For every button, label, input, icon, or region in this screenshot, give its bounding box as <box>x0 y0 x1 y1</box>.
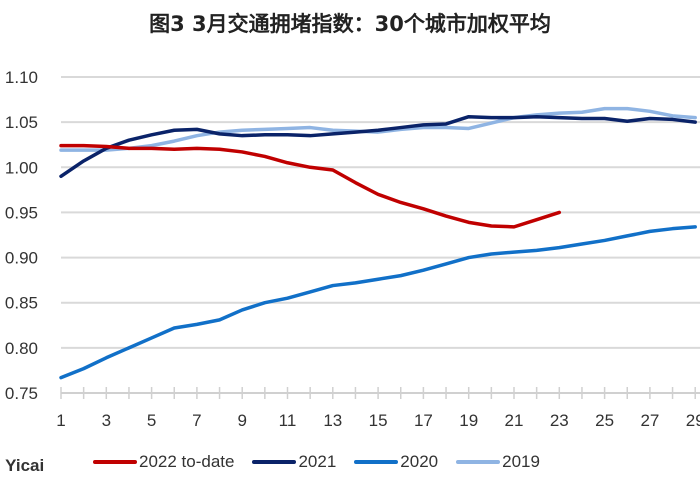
legend-label: 2020 <box>400 452 439 471</box>
legend-item: 2020 <box>354 452 438 472</box>
x-tick-label: 3 <box>102 411 111 430</box>
legend-item: 2022 to-date <box>93 452 234 472</box>
x-tick-label: 13 <box>323 411 342 430</box>
x-tick-label: 19 <box>459 411 478 430</box>
legend-swatch <box>93 460 137 464</box>
source-note: , Yicai <box>0 456 45 475</box>
x-tick-label: 21 <box>505 411 524 430</box>
series-line-2019 <box>59 106 697 152</box>
legend-item: 2019 <box>456 452 540 472</box>
x-tick-label: 7 <box>192 411 201 430</box>
y-tick-label: 1.05 <box>5 113 38 132</box>
legend-swatch <box>354 460 399 464</box>
legend-swatch <box>252 460 297 464</box>
y-tick-label: 0.80 <box>5 339 38 358</box>
x-tick-label: 17 <box>414 411 433 430</box>
series-line-2021 <box>59 114 697 179</box>
y-tick-label: 0.95 <box>5 203 38 222</box>
x-tick-label: 1 <box>56 411 65 430</box>
y-tick-label: 0.75 <box>5 384 38 403</box>
legend: 2022 to-date 2021 2020 2019 <box>93 452 540 472</box>
legend-swatch <box>456 460 501 464</box>
chart-title: 图3 3月交通拥堵指数：30个城市加权平均 <box>149 12 551 36</box>
x-tick-label: 5 <box>147 411 156 430</box>
x-tick-label: 9 <box>237 411 246 430</box>
y-tick-label: 1.00 <box>5 158 38 177</box>
legend-item: 2021 <box>252 452 336 472</box>
x-tick-label: 25 <box>595 411 614 430</box>
legend-label: 2021 <box>298 452 337 471</box>
legend-label: 2019 <box>502 452 540 471</box>
x-tick-label: 15 <box>369 411 388 430</box>
y-tick-label: 0.85 <box>5 294 38 313</box>
y-tick-label: 0.90 <box>5 249 38 268</box>
legend-label: 2022 to-date <box>139 452 235 471</box>
series-line-2020 <box>59 225 697 380</box>
x-tick-label: 27 <box>640 411 659 430</box>
x-tick-label: 29 <box>686 411 700 430</box>
y-tick-label: 1.10 <box>5 68 38 87</box>
series-line-2022-to-date <box>59 143 562 229</box>
x-tick-label: 23 <box>550 411 569 430</box>
x-tick-label: 11 <box>279 411 297 430</box>
